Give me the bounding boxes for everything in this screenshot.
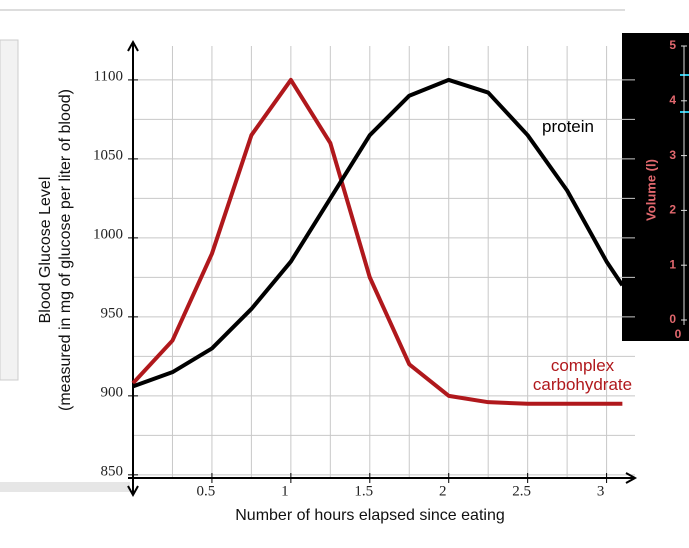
x-tick-label: 0.5 <box>197 483 216 499</box>
series-label: protein <box>542 117 594 136</box>
overlay-panel <box>622 33 689 341</box>
overlay-y-label: Volume (l) <box>643 159 658 221</box>
y-axis-label: (measured in mg of glucose per liter of … <box>57 89 74 411</box>
x-tick-label: 1.5 <box>354 483 373 499</box>
overlay-y-tick-label: 5 <box>669 38 676 52</box>
x-tick-label: 1 <box>281 483 289 499</box>
data-line <box>131 77 623 406</box>
y-tick-label: 1000 <box>93 226 123 242</box>
arrow <box>127 39 139 52</box>
y-tick-label: 950 <box>101 305 124 321</box>
overlay-x-tick-label: 0 <box>675 327 682 341</box>
overlay-y-tick-label: 3 <box>669 148 676 162</box>
y-tick-label: 1050 <box>93 147 123 163</box>
x-tick-label: 2.5 <box>512 483 531 499</box>
y-axis-label: Blood Glucose Level <box>37 177 54 324</box>
x-axis-label: Number of hours elapsed since eating <box>235 507 505 524</box>
y-tick-label: 1100 <box>94 68 123 84</box>
arrow <box>127 485 139 498</box>
x-tick-label: 3 <box>597 483 605 499</box>
series-label: complex carbohydrate <box>532 356 633 394</box>
overlay-y-tick-label: 0 <box>669 312 676 326</box>
data-line <box>132 77 625 389</box>
bottom-band <box>0 482 130 492</box>
overlay-y-tick-label: 2 <box>669 203 676 217</box>
y-tick-label: 900 <box>101 384 124 400</box>
arrow <box>625 472 638 484</box>
overlay-y-tick-label: 4 <box>669 93 676 107</box>
x-tick-label: 2 <box>439 483 447 499</box>
y-tick-label: 850 <box>101 463 124 479</box>
side-panel <box>0 39 19 381</box>
overlay-y-tick-label: 1 <box>669 257 676 271</box>
